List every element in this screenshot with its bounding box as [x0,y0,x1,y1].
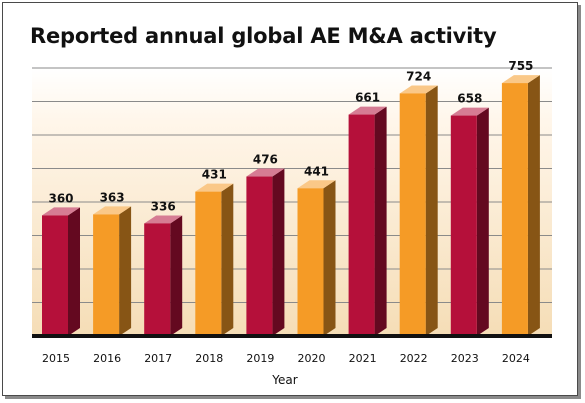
bar-side [323,180,336,336]
bar-front [399,93,426,337]
bar-front [42,215,68,336]
bar-top [93,206,132,215]
bar-side [527,75,540,336]
data-label: 336 [151,199,176,213]
bar-side [425,85,438,337]
bar-2019 [246,168,285,336]
x-tick-label: 2019 [246,352,274,365]
data-label: 724 [406,69,431,83]
bar-side [476,107,489,336]
bar-2018 [195,183,234,336]
data-label: 658 [457,92,482,106]
bar-top [450,107,489,116]
bar-side [221,183,234,336]
bar-top [297,180,336,189]
bar-front [450,115,477,336]
x-tick-label: 2015 [42,352,70,365]
bar-front [93,214,120,336]
bar-top [246,168,285,177]
bar-2016 [93,206,132,336]
bar-2020 [297,180,336,336]
bar-2023 [450,107,489,336]
bar-2022 [399,85,438,337]
bar-front [195,191,222,336]
bar-side [374,106,387,336]
bar-top [42,207,80,216]
x-tick-label: 2018 [195,352,223,365]
bar-front [348,114,375,336]
bar-front [246,176,273,336]
data-label: 441 [304,164,329,178]
chart-title: Reported annual global AE M&A activity [30,24,497,48]
x-axis-label: Year [271,373,297,387]
bar-side [68,207,80,336]
data-label: 661 [355,91,380,105]
data-label: 476 [253,153,278,167]
x-tick-label: 2022 [400,352,428,365]
x-tick-label: 2016 [93,352,121,365]
x-tick-label: 2017 [144,352,172,365]
bar-front [144,223,171,336]
bar-top [501,75,540,84]
bar-side [119,206,132,336]
bar-2015 [42,207,80,336]
bar-2021 [348,106,387,336]
bar-front [297,188,324,336]
data-label: 360 [48,191,73,205]
bar-2017 [144,215,183,336]
bar-2024 [501,75,540,336]
x-tick-label: 2020 [298,352,326,365]
bar-front [501,83,528,336]
bar-top [399,85,438,94]
data-label: 431 [202,168,227,182]
data-label: 363 [100,190,125,204]
bar-side [272,168,285,336]
x-tick-label: 2023 [451,352,479,365]
bar-top [348,106,387,115]
bar-top [144,215,183,224]
x-tick-label: 2024 [502,352,530,365]
x-tick-label: 2021 [349,352,377,365]
bar-top [195,183,234,192]
data-label: 755 [508,59,533,73]
bar-side [170,215,183,336]
